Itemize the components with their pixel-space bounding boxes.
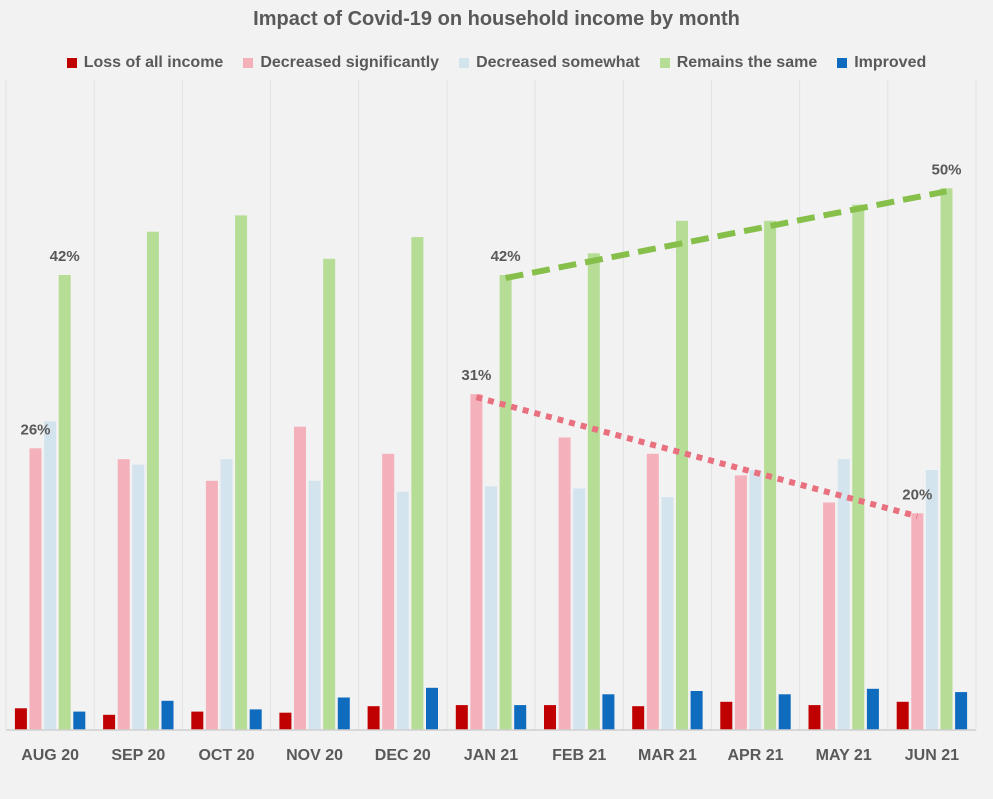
bar-improved-dec-20	[426, 687, 438, 731]
bar-improved-nov-20	[337, 697, 350, 730]
bar-improved-sep-20	[161, 700, 174, 731]
bar-decreased-significantly-feb-21	[558, 437, 571, 730]
bar-decreased-somewhat-apr-21	[749, 470, 762, 730]
data-label: 20%	[902, 486, 932, 503]
bar-decreased-significantly-oct-20	[205, 480, 218, 730]
bar-decreased-somewhat-oct-20	[220, 459, 233, 730]
data-label: 31%	[461, 367, 491, 384]
legend-item-improved: Improved	[837, 54, 926, 72]
x-tick-label: OCT 20	[198, 747, 254, 764]
bar-decreased-somewhat-mar-21	[661, 497, 674, 730]
bar-remains-the-same-oct-20	[235, 215, 248, 730]
x-tick-label: MAY 21	[816, 747, 872, 764]
data-label: 42%	[491, 248, 521, 265]
bar-improved-mar-21	[690, 691, 703, 730]
bar-decreased-significantly-nov-20	[294, 426, 306, 730]
bar-remains-the-same-mar-21	[676, 220, 688, 731]
x-tick-label: FEB 21	[552, 747, 606, 764]
bar-decreased-somewhat-nov-20	[308, 480, 321, 730]
bar-remains-the-same-jun-21	[940, 188, 953, 731]
legend-label: Decreased somewhat	[476, 54, 640, 71]
bar-decreased-significantly-dec-20	[382, 453, 395, 731]
bar-remains-the-same-feb-21	[587, 253, 600, 731]
legend-swatch	[837, 58, 848, 68]
bar-improved-jun-21	[955, 692, 968, 730]
bar-improved-feb-21	[602, 694, 615, 731]
bar-decreased-significantly-apr-21	[734, 475, 747, 730]
bar-remains-the-same-aug-20	[58, 275, 71, 730]
legend-item-loss-of-all-income: Loss of all income	[66, 54, 224, 72]
bar-decreased-somewhat-jan-21	[485, 486, 497, 731]
trend-line-decreased-significantly	[475, 394, 919, 520]
legend-label: Improved	[854, 54, 927, 71]
x-tick-label: SEP 20	[111, 747, 165, 764]
bar-loss-of-all-income-jan-21	[455, 705, 468, 730]
chart-title: Impact of Covid-19 on household income b…	[253, 8, 740, 30]
bar-decreased-somewhat-sep-20	[132, 464, 145, 730]
x-tick-label: JAN 21	[464, 747, 518, 764]
bar-decreased-significantly-sep-20	[117, 459, 130, 730]
bar-loss-of-all-income-jun-21	[896, 701, 909, 730]
bar-loss-of-all-income-mar-21	[632, 706, 645, 730]
bar-loss-of-all-income-sep-20	[103, 714, 116, 730]
data-label: 26%	[20, 421, 50, 438]
legend-label: Remains the same	[676, 54, 818, 71]
legend-swatch	[66, 58, 77, 68]
data-label: 50%	[931, 161, 961, 178]
bar-decreased-somewhat-may-21	[837, 459, 850, 730]
bar-improved-jan-21	[514, 705, 527, 730]
legend-label: Loss of all income	[83, 54, 224, 71]
x-tick-label: AUG 20	[21, 747, 79, 764]
bar-decreased-significantly-aug-20	[29, 448, 42, 730]
bar-loss-of-all-income-aug-20	[14, 708, 27, 730]
bar-decreased-somewhat-feb-21	[573, 488, 586, 730]
trend-line-remains-the-same	[505, 188, 948, 281]
bar-remains-the-same-dec-20	[411, 237, 424, 730]
bar-decreased-somewhat-aug-20	[44, 421, 57, 731]
data-label: 42%	[50, 248, 80, 265]
bar-decreased-significantly-jun-21	[911, 513, 924, 730]
bar-loss-of-all-income-feb-21	[544, 705, 556, 730]
bar-decreased-significantly-may-21	[823, 502, 836, 730]
bar-loss-of-all-income-may-21	[808, 705, 821, 730]
bar-decreased-significantly-mar-21	[646, 453, 659, 731]
x-tick-label: NOV 20	[286, 747, 343, 764]
x-tick-label: DEC 20	[375, 747, 431, 764]
legend: Loss of all income Decreased significantl…	[0, 54, 993, 72]
x-tick-label: JUN 21	[905, 747, 959, 764]
legend-label: Decreased significantly	[260, 54, 440, 71]
legend-item-decreased-significantly: Decreased significantly	[243, 54, 439, 72]
bar-decreased-significantly-jan-21	[470, 394, 483, 730]
legend-swatch	[459, 58, 470, 68]
bar-improved-oct-20	[249, 709, 262, 730]
bar-remains-the-same-nov-20	[323, 258, 336, 731]
x-tick-label: MAR 21	[638, 747, 697, 764]
legend-swatch	[243, 58, 254, 68]
bar-decreased-somewhat-jun-21	[925, 470, 938, 730]
x-tick-label: APR 21	[727, 747, 783, 764]
bar-remains-the-same-sep-20	[146, 231, 159, 730]
bar-loss-of-all-income-nov-20	[279, 712, 292, 730]
bar-improved-may-21	[866, 688, 879, 730]
legend-item-remains-the-same: Remains the same	[659, 54, 818, 72]
bar-decreased-somewhat-dec-20	[396, 491, 409, 730]
bar-improved-aug-20	[73, 711, 86, 730]
bar-loss-of-all-income-oct-20	[191, 711, 204, 730]
bar-remains-the-same-may-21	[852, 204, 865, 731]
bar-loss-of-all-income-dec-20	[367, 706, 380, 730]
bar-remains-the-same-jan-21	[499, 275, 512, 730]
legend-swatch	[659, 58, 670, 68]
legend-item-decreased-somewhat: Decreased somewhat	[459, 54, 640, 72]
bar-improved-apr-21	[778, 694, 791, 731]
bar-loss-of-all-income-apr-21	[720, 701, 733, 730]
